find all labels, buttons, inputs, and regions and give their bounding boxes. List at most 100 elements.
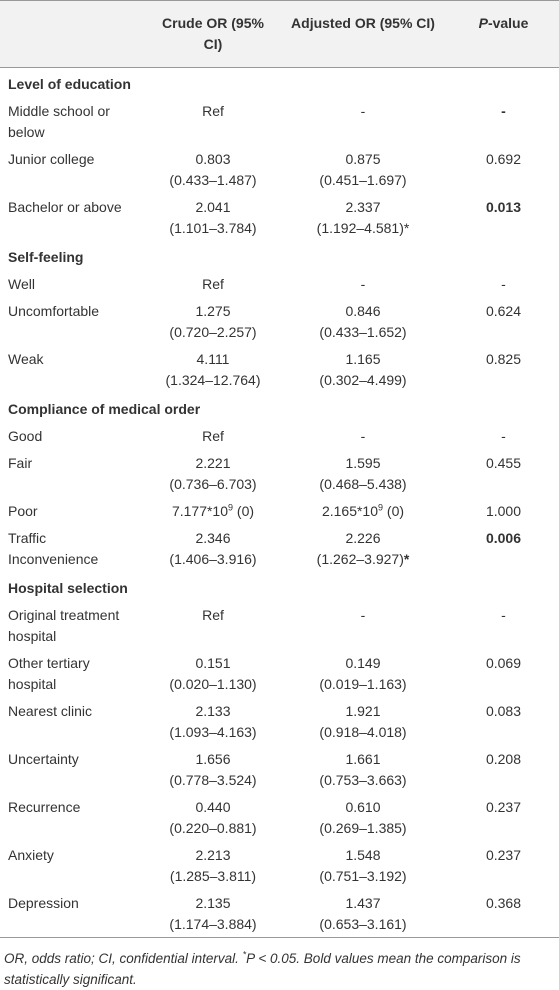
cell-line: (1.174–3.884) [169, 916, 257, 932]
cell-line: 0.825 [485, 351, 522, 367]
cell-line: 2.135 [195, 895, 231, 911]
cell-line: 0.069 [485, 655, 522, 671]
cell-line: (0.736–6.703) [169, 476, 257, 492]
cell-line: 0.440 [195, 799, 231, 815]
text-segment: (1.262–3.927) [316, 551, 404, 567]
cell-line: 2.337 [345, 199, 381, 215]
crude-or: 1.656 (0.778–3.524) [148, 745, 278, 793]
text-segment: 2.165*10 [321, 503, 379, 519]
adjusted-or: 1.595 (0.468–5.438) [278, 449, 448, 497]
cell-line: (0.302–4.499) [319, 372, 407, 388]
data-row: Uncertainty 1.656 (0.778–3.524) 1.661 (0.753… [0, 745, 559, 793]
row-label: Bachelor or above [8, 199, 122, 215]
cell-line: 0.846 [345, 303, 381, 319]
row-label: Original treatment hospital [8, 607, 120, 644]
p-value: 1.000 [448, 497, 559, 524]
cell-line: Ref [202, 607, 224, 623]
row-label: Poor [8, 503, 38, 519]
text-segment: 9 [228, 502, 234, 513]
section-row: Compliance of medical order [0, 393, 559, 422]
header-row: Crude OR (95% CI) Adjusted OR (95% CI) P… [0, 0, 559, 68]
adjusted-or: 0.875 (0.451–1.697) [278, 145, 448, 193]
cell-line: (0.468–5.438) [319, 476, 407, 492]
data-row: Middle school or below Ref - - [0, 97, 559, 145]
cell-line: - [360, 607, 366, 623]
cell-line: 1.595 [345, 455, 381, 471]
data-row: Well Ref - - [0, 270, 559, 297]
cell-line: (0.220–0.881) [169, 820, 257, 836]
p-value: - [448, 270, 559, 297]
header-p-value: P-value [448, 1, 559, 68]
cell-line: - [360, 276, 366, 292]
cell-line: (1.285–3.811) [169, 868, 257, 884]
section-title: Hospital selection [8, 580, 128, 596]
cell-line: 0.013 [456, 197, 551, 218]
crude-or: 2.135 (1.174–3.884) [148, 889, 278, 938]
data-row: Depression 2.135 (1.174–3.884) 1.437 (0.653–… [0, 889, 559, 938]
header-crude: Crude OR (95% CI) [162, 15, 264, 52]
row-label: Uncomfortable [8, 303, 100, 319]
cell-line: 0.610 [345, 799, 381, 815]
cell-line: 1.661 [345, 751, 381, 767]
row-label: Middle school or below [8, 103, 110, 140]
p-value: - [448, 422, 559, 449]
cell-line: 1.921 [345, 703, 381, 719]
text-segment: 0.013 [485, 199, 522, 215]
cell-line: 2.213 [195, 847, 231, 863]
adjusted-or: 0.846 (0.433–1.652) [278, 297, 448, 345]
crude-or: 0.803 (0.433–1.487) [148, 145, 278, 193]
data-row: Poor 7.177*109 (0) 2.165*109 (0) 1.000 [0, 497, 559, 524]
cell-line: 0.237 [485, 847, 522, 863]
cell-line: (1.093–4.163) [169, 724, 257, 740]
data-row: Recurrence 0.440 (0.220–0.881) 0.610 (0.269–… [0, 793, 559, 841]
cell-line: 0.455 [485, 455, 522, 471]
cell-line: 0.803 [195, 151, 231, 167]
row-label: Traffic Inconvenience [8, 530, 99, 567]
adjusted-or: 1.437 (0.653–3.161) [278, 889, 448, 938]
adjusted-or: 1.165 (0.302–4.499) [278, 345, 448, 393]
cell-line: (0.019–1.163) [319, 676, 407, 692]
crude-or: 0.151 (0.020–1.130) [148, 649, 278, 697]
adjusted-or: 2.165*109 (0) [278, 497, 448, 524]
p-value: 0.237 [448, 841, 559, 889]
p-value: 0.825 [448, 345, 559, 393]
cell-line: 1.000 [485, 503, 522, 519]
adjusted-or: - [278, 601, 448, 649]
cell-line: (1.192–4.581)* [316, 220, 410, 236]
adjusted-or: 2.337 (1.192–4.581)* [278, 193, 448, 241]
section-row: Hospital selection [0, 572, 559, 601]
data-row: Anxiety 2.213 (1.285–3.811) 1.548 (0.751–3.1… [0, 841, 559, 889]
cell-line: (0.433–1.652) [319, 324, 407, 340]
crude-or: 2.133 (1.093–4.163) [148, 697, 278, 745]
adjusted-or: 0.610 (0.269–1.385) [278, 793, 448, 841]
cell-line: Ref [202, 103, 224, 119]
adjusted-or: 1.921 (0.918–4.018) [278, 697, 448, 745]
cell-line: (0.778–3.524) [169, 772, 257, 788]
cell-line: 2.041 [195, 199, 231, 215]
adjusted-or: 1.548 (0.751–3.192) [278, 841, 448, 889]
section-title: Self-feeling [8, 249, 84, 265]
data-row: Good Ref - - [0, 422, 559, 449]
cell-line: 1.165 [345, 351, 381, 367]
cell-line: (0.918–4.018) [319, 724, 407, 740]
cell-line: (1.406–3.916) [169, 551, 257, 567]
cell-line: 0.006 [456, 528, 551, 549]
cell-line: (0.433–1.487) [169, 172, 257, 188]
cell-line: 4.111 [196, 351, 230, 367]
crude-or: 7.177*109 (0) [148, 497, 278, 524]
data-row: Weak 4.111 (1.324–12.764) 1.165 (0.302–4.499… [0, 345, 559, 393]
data-row: Nearest clinic 2.133 (1.093–4.163) 1.921 (0.… [0, 697, 559, 745]
cell-line: 1.548 [345, 847, 381, 863]
row-label: Well [8, 276, 35, 292]
cell-line: - [501, 276, 506, 292]
cell-line: 7.177*109 (0) [156, 501, 270, 522]
cell-line: 2.226 [345, 530, 381, 546]
crude-or: Ref [148, 97, 278, 145]
cell-line: (0.653–3.161) [319, 916, 407, 932]
crude-or: 0.440 (0.220–0.881) [148, 793, 278, 841]
table-body: Level of education Middle school or below… [0, 68, 559, 938]
cell-line: 0.151 [195, 655, 231, 671]
cell-line: 0.237 [485, 799, 522, 815]
p-value: 0.013 [448, 193, 559, 241]
